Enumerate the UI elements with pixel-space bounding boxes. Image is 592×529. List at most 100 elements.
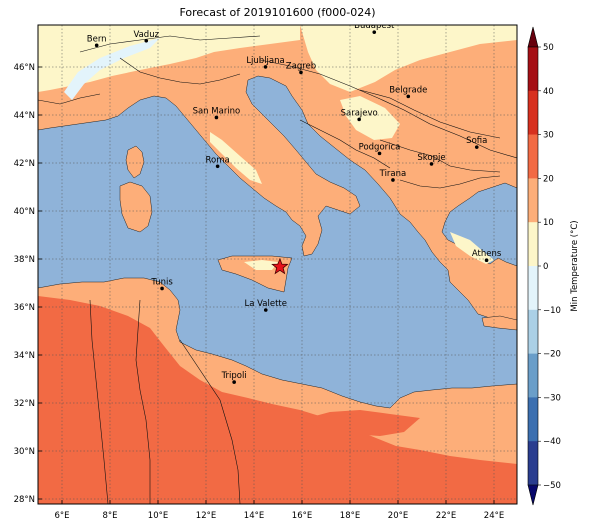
star-marker-icon [271, 257, 289, 275]
x-tick-label: 22°E [436, 511, 456, 521]
y-tick-label: 32°N [14, 399, 35, 409]
y-tick-label: 38°N [14, 255, 35, 265]
colorbar-band [528, 90, 538, 135]
city-dot [372, 30, 377, 34]
map-title: Forecast of 2019101600 (f000-024) [179, 6, 376, 19]
colorbar-tick-label: 0 [543, 262, 548, 272]
x-tick-label: 14°E [244, 511, 264, 521]
city-dot [214, 115, 219, 120]
colorbar-band [528, 397, 538, 442]
city-label: Bern [87, 34, 107, 44]
city-dot [429, 162, 434, 166]
city-label: Belgrade [389, 85, 427, 95]
x-tick-label: 18°E [340, 511, 360, 521]
city-label: Sarajevo [341, 108, 378, 118]
city-dot [406, 94, 411, 99]
city-dot [232, 380, 236, 384]
city-label: Budapest [354, 21, 395, 31]
alps-cool-band [38, 25, 300, 92]
colorbar-tick-label: −50 [543, 481, 561, 491]
city-dot [299, 70, 303, 75]
city-label: Skopje [417, 153, 445, 163]
city-dot [357, 117, 361, 122]
colorbar-tick-label: −10 [543, 306, 561, 316]
city-dot [263, 65, 268, 69]
city-dot [144, 39, 149, 43]
crete [481, 315, 517, 331]
colorbar-band [528, 47, 538, 92]
x-tick-label: 16°E [292, 511, 312, 521]
city-dot [474, 145, 479, 149]
y-tick-label: 42°N [14, 159, 35, 169]
city-label: Zagreb [286, 61, 316, 71]
city-label: Tirana [379, 169, 407, 179]
alps-cold-patch [64, 38, 160, 100]
city-dot [484, 258, 489, 262]
libya-hot-wedge [300, 410, 420, 436]
country-borders [38, 35, 517, 504]
x-tick-label: 12°E [196, 511, 216, 521]
greece-cool-band [450, 232, 494, 264]
colorbar-band [528, 222, 538, 267]
map-frame [37, 24, 518, 505]
apennine-cool-band [210, 132, 262, 184]
city-dot [263, 308, 268, 312]
colorbar-tick-label: 20 [543, 174, 554, 184]
city-dot [215, 164, 220, 169]
x-tick-label: 24°E [484, 511, 504, 521]
city-label: Tripoli [221, 371, 247, 381]
colorbar: 50 40 30 20 10 0 −10 −20 −30 −40 −50 Min Temperatur… [527, 26, 580, 506]
city-label: Athens [472, 249, 502, 259]
colorbar-band [528, 353, 538, 398]
colorbar-band [528, 441, 538, 486]
y-tick-label: 44°N [14, 111, 35, 121]
city-label: Tunis [150, 277, 173, 287]
city-dot [94, 43, 99, 48]
y-tick-label: 28°N [14, 495, 35, 505]
colorbar-band [528, 134, 538, 179]
city-label: Roma [206, 155, 230, 165]
bosnia-cool-band [340, 96, 400, 140]
city-label: Vaduz [133, 30, 159, 40]
y-tick-label: 40°N [14, 207, 35, 217]
colorbar-tick-label: 10 [543, 218, 554, 228]
x-axis-ticks: 6°E 8°E 10°E 12°E 14°E 16°E 18°E 20°E 22°E 24°E [54, 500, 504, 521]
colorbar-tick-label: −40 [543, 437, 561, 447]
y-tick-label: 46°N [14, 63, 35, 73]
colorbar-tick-label: 40 [543, 87, 554, 97]
y-axis-ticks: 28°N 30°N 32°N 34°N 36°N 38°N 40°N 42°N 44°N 46°N [14, 63, 42, 505]
hungary-cool-band [300, 25, 517, 92]
x-tick-label: 20°E [388, 511, 408, 521]
sardinia [119, 181, 153, 233]
city-label: Podgorica [359, 142, 401, 152]
city-dot [160, 286, 164, 291]
colorbar-tick-label: 30 [543, 131, 554, 141]
gridlines [38, 25, 517, 504]
x-tick-label: 8°E [102, 511, 117, 521]
colorbar-tick-label: 50 [543, 43, 554, 53]
city-label: Ljubljana [246, 56, 284, 66]
colorbar-band [528, 266, 538, 311]
colorbar-tick-label: −20 [543, 350, 561, 360]
y-tick-label: 30°N [14, 447, 35, 457]
x-tick-label: 10°E [148, 511, 168, 521]
x-tick-label: 6°E [54, 511, 69, 521]
city-label: San Marino [193, 106, 241, 116]
y-tick-label: 36°N [14, 303, 35, 313]
city-dot [391, 178, 395, 182]
city-label: La Valette [245, 299, 288, 309]
city-label: Sofia [466, 136, 487, 146]
colorbar-tick-label: −30 [543, 393, 561, 403]
colorbar-band [528, 178, 538, 223]
colorbar-band [528, 309, 538, 354]
corsica [125, 145, 145, 179]
colorbar-over-arrow [527, 26, 539, 48]
sicily-cool-patch [244, 260, 278, 270]
colorbar-under-arrow [527, 484, 539, 506]
y-tick-label: 34°N [14, 351, 35, 361]
city-dot [377, 151, 382, 156]
colorbar-label: Min Temperature (°C) [570, 220, 580, 311]
